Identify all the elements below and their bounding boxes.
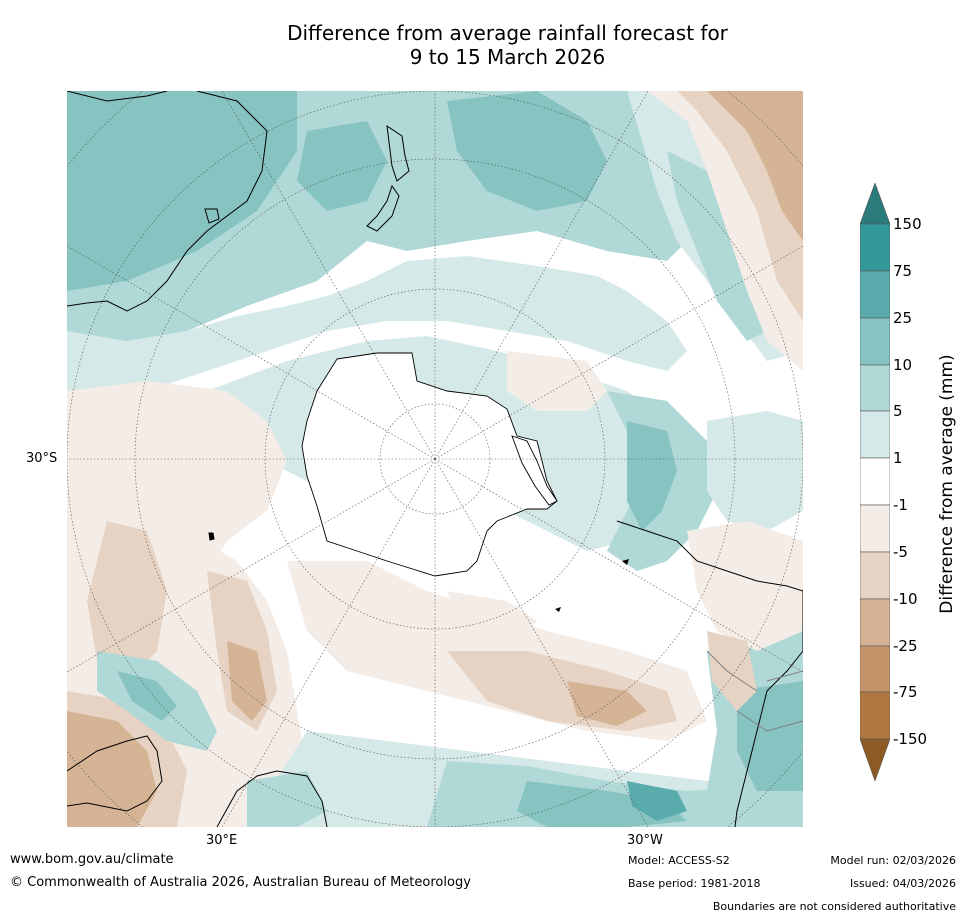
tasmania: [204, 208, 220, 224]
colorbar: [859, 182, 891, 782]
colorbar-tick-m10: -10: [893, 590, 918, 608]
new-zealand-south: [366, 184, 400, 232]
antarctic-peninsula: [511, 435, 558, 506]
southern-africa-coastline: [216, 770, 328, 827]
colorbar-tick-1: 1: [893, 449, 903, 467]
title-line-1: Difference from average rainfall forecas…: [287, 21, 728, 45]
australia-coastline: [67, 91, 268, 312]
colorbar-band-10-25: [859, 317, 891, 366]
africa-coastline: [67, 735, 163, 812]
footer-copyright: © Commonwealth of Australia 2026, Austra…: [10, 875, 471, 890]
footer-model-run: Model run: 02/03/2026: [830, 854, 956, 867]
colorbar-band-m75-m25: [859, 645, 891, 693]
south-georgia-island: [555, 607, 561, 612]
falkland-islands: [622, 559, 629, 565]
colorbar-band-m150-m75: [859, 691, 891, 740]
colorbar-svg: [859, 182, 891, 782]
anomaly-region-se-dry: [687, 521, 803, 711]
footer-model: Model: ACCESS-S2: [628, 854, 730, 867]
antarctica-landmass: [301, 352, 558, 577]
south-america-coastline: [616, 520, 803, 827]
footer-disclaimer: Boundaries are not considered authoritat…: [712, 900, 956, 913]
colorbar-band-25-75: [859, 270, 891, 319]
colorbar-band-m5-m1: [859, 504, 891, 553]
colorbar-tick-150: 150: [893, 215, 922, 233]
colorbar-tick-m5: -5: [893, 543, 908, 561]
colorbar-tick-m75: -75: [893, 683, 918, 701]
footer-base-period: Base period: 1981-2018: [628, 877, 761, 890]
map-title: Difference from average rainfall forecas…: [60, 21, 955, 69]
colorbar-tick-10: 10: [893, 356, 913, 374]
colorbar-band-m10-m5: [859, 551, 891, 600]
rainfall-anomaly-map: [67, 91, 803, 827]
colorbar-band-1-5: [859, 410, 891, 459]
anomaly-region-ne-dry: [647, 91, 803, 371]
colorbar-tick-m1: -1: [893, 496, 908, 514]
graticule: [67, 91, 803, 827]
new-zealand-north: [386, 124, 410, 182]
colorbar-band-neutral: [859, 457, 891, 506]
colorbar-title: Difference from average (mm): [937, 354, 957, 614]
colorbar-tick-5: 5: [893, 402, 903, 420]
lon-label-30w: 30°W: [627, 833, 663, 848]
footer-issued: Issued: 04/03/2026: [849, 877, 956, 890]
colorbar-band-5-10: [859, 364, 891, 412]
colorbar-tick-75: 75: [893, 262, 913, 280]
map-svg: [67, 91, 803, 827]
footer-website[interactable]: www.bom.gov.au/climate: [10, 852, 174, 867]
colorbar-band-75-150: [859, 223, 891, 272]
anomaly-region-south-dry: [287, 561, 707, 741]
madagascar: [208, 532, 215, 541]
title-line-2: 9 to 15 March 2026: [409, 45, 606, 69]
lon-label-30e: 30°E: [206, 833, 238, 848]
south-america-borders: [706, 650, 803, 732]
colorbar-tick-m25: -25: [893, 637, 918, 655]
colorbar-tick-25: 25: [893, 309, 913, 327]
colorbar-tick-m150: -150: [893, 730, 928, 748]
anomaly-region-sw-dry: [67, 381, 307, 827]
colorbar-top-arrow: [859, 182, 891, 225]
lat-label-30s: 30°S: [26, 451, 58, 466]
colorbar-band-m25-m10: [859, 598, 891, 647]
colorbar-bottom-arrow: [859, 738, 891, 782]
